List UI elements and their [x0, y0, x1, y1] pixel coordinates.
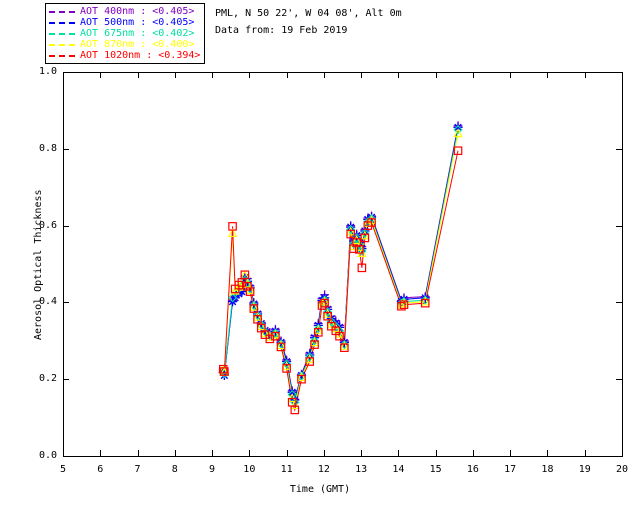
x-tick-label: 11 [280, 464, 293, 475]
legend-entry-label: AOT 400nm : <0.405> [80, 6, 195, 17]
x-tick-label: 7 [134, 464, 141, 475]
x-axis-label: Time (GMT) [289, 484, 351, 495]
legend-entry-label: AOT 675nm : <0.402> [80, 28, 195, 39]
legend-entry-label: AOT 1020nm : <0.394> [80, 50, 201, 61]
x-tick-label: 14 [392, 464, 405, 475]
legend-line-swatch-icon [49, 21, 75, 24]
legend-entry: AOT 1020nm : <0.394> [49, 50, 200, 61]
legend-line-swatch-icon [49, 54, 75, 57]
y-tick-label: 0.0 [38, 450, 57, 461]
legend-entry: AOT 400nm : <0.405> [49, 6, 200, 17]
x-tick-label: 13 [355, 464, 368, 475]
legend-entry-label: AOT 870nm : <0.400> [80, 39, 195, 50]
x-tick-label: 19 [578, 464, 591, 475]
legend-entry: AOT 500nm : <0.405> [49, 17, 200, 28]
data-date-annotation: Data from: 19 Feb 2019 [215, 25, 348, 36]
legend-entry-label: AOT 500nm : <0.405> [80, 17, 195, 28]
x-tick-label: 20 [615, 464, 629, 475]
series-markers [218, 146, 463, 415]
site-location-annotation: PML, N 50 22', W 04 08', Alt 0m [215, 8, 402, 19]
legend-entry: AOT 675nm : <0.402> [49, 28, 200, 39]
y-tick-label: 0.2 [38, 373, 57, 385]
x-tick-label: 15 [429, 464, 442, 475]
x-tick-label: 6 [97, 464, 104, 475]
legend-entry: AOT 870nm : <0.400> [49, 39, 200, 50]
x-tick-label: 17 [504, 464, 517, 475]
y-tick-label: 0.6 [38, 219, 57, 231]
x-tick-label: 18 [541, 464, 554, 475]
x-tick-label: 9 [209, 464, 216, 475]
legend-line-swatch-icon [49, 10, 75, 13]
y-tick-label: 0.8 [38, 142, 57, 154]
x-tick-label: 16 [466, 464, 479, 475]
chart-legend: AOT 400nm : <0.405> AOT 500nm : <0.405> AO… [45, 3, 206, 64]
y-tick-label: 0.4 [38, 296, 57, 308]
legend-line-swatch-icon [49, 32, 75, 35]
x-tick-label: 10 [243, 464, 256, 475]
x-tick-label: 8 [171, 464, 178, 475]
plot-frame [63, 72, 623, 457]
x-tick-label: 5 [59, 464, 67, 475]
legend-line-swatch-icon [49, 43, 75, 46]
y-axis-label: Aerosol Optical Thickness [33, 189, 44, 340]
y-tick-label: 1.0 [38, 66, 57, 77]
x-tick-label: 12 [317, 464, 330, 475]
